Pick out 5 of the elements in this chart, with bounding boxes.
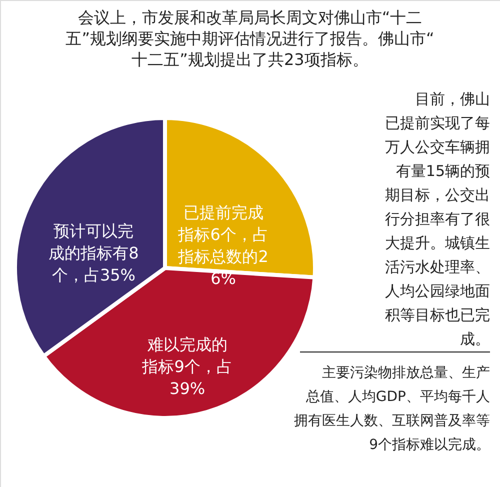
slice-label: 预计可以完成的指标有8个，占35%	[48, 222, 139, 285]
text: 会议上，市发展和改革局局长周文对佛山市“十二五”规划纲要实施中期评估情况进行了报告。佛山市“十二五”规划提出了共23项指标。	[66, 8, 434, 69]
text: 主要污染物排放总量、生产总值、人均GDP、平均每千人拥有医生人数、互联网普及率等9个指标难以完成。	[294, 365, 490, 453]
slice-label: 难以完成的指标9个，占39%	[141, 334, 232, 398]
text: 目前，佛山已提前实现了每万人公交车辆拥有量15辆的预期目标，公交出行分担率有了很大提升。城镇生活污水处理率、人均公园绿地面积等目标也已完成。	[385, 90, 490, 348]
